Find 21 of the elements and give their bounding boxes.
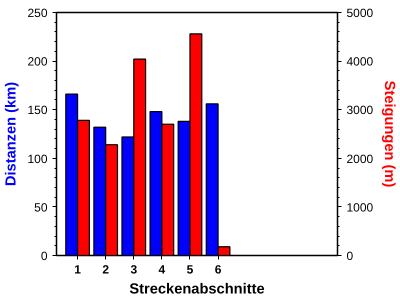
y-tick-label: 250 — [27, 6, 48, 20]
x-tick-label: 1 — [74, 262, 82, 276]
x-axis-title: Streckenabschnitte — [129, 282, 265, 298]
y2-tick-label: 3000 — [346, 103, 374, 118]
y-tick-label: 50 — [34, 200, 48, 214]
y2-axis-title: Steigungen (m) — [381, 80, 398, 188]
y-tick-label: 150 — [27, 103, 48, 118]
y2-tick-label: 5000 — [346, 6, 374, 20]
x-tick-label: 3 — [130, 262, 138, 276]
y-tick-label: 100 — [27, 152, 48, 166]
x-tick-label: 4 — [158, 262, 166, 276]
y-axis-title: Distanzen (km) — [3, 82, 20, 186]
y2-tick-label: 0 — [346, 249, 354, 263]
x-tick-label: 5 — [186, 262, 194, 276]
y2-tick-label: 2000 — [346, 152, 374, 166]
x-tick-label: 6 — [214, 262, 222, 276]
y2-tick-label: 4000 — [346, 54, 374, 69]
y2-tick-label: 1000 — [346, 200, 374, 214]
y-tick-label: 200 — [27, 54, 48, 69]
y-tick-label: 0 — [40, 249, 48, 263]
x-tick-label: 2 — [102, 262, 110, 276]
